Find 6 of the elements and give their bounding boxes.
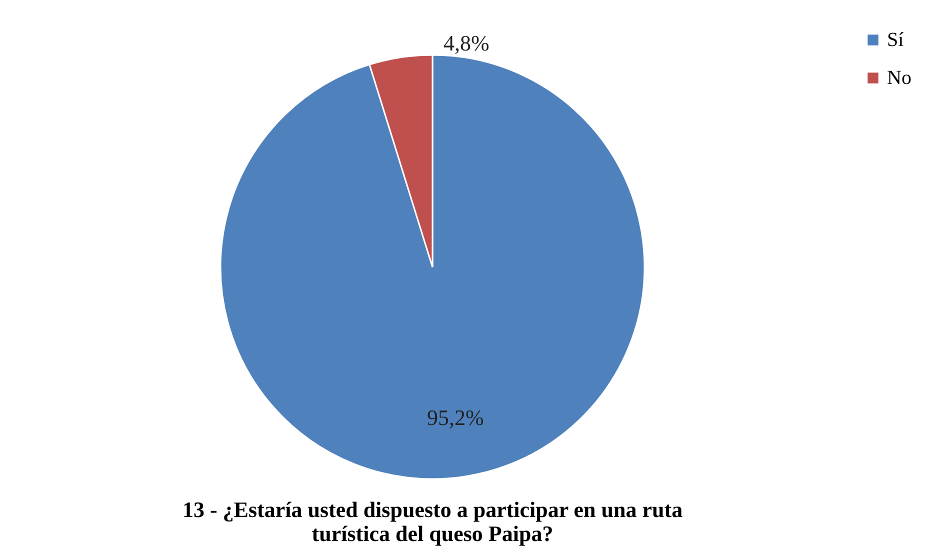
legend-label: No (887, 67, 912, 89)
data-label: 4,8% (444, 30, 490, 56)
text: 13 - ¿Estaría usted dispuesto a participar en una ruta turística del queso Paipa? (182, 497, 683, 546)
data-label: 95,2% (427, 404, 484, 430)
pie-slice (220, 54, 646, 480)
legend-label: Sí (887, 29, 904, 51)
